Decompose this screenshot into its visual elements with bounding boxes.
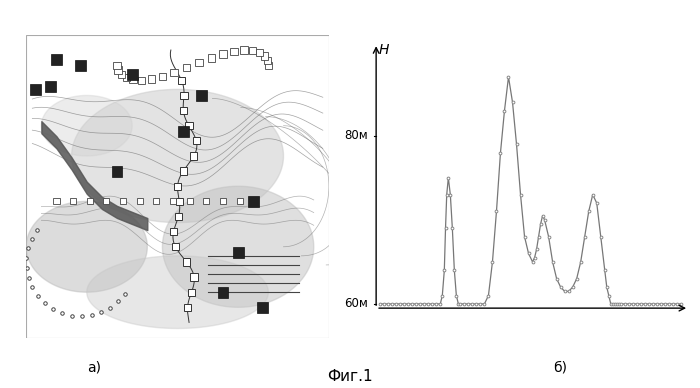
Bar xyxy=(264,57,271,64)
Bar xyxy=(187,198,192,204)
Bar xyxy=(120,198,126,204)
Bar xyxy=(127,69,138,80)
Text: Фиг.1: Фиг.1 xyxy=(327,369,373,384)
Bar xyxy=(190,274,197,281)
Bar xyxy=(53,198,60,204)
Bar xyxy=(30,84,41,95)
Bar xyxy=(138,77,145,84)
Polygon shape xyxy=(87,256,268,329)
Bar xyxy=(113,62,120,69)
Bar xyxy=(208,54,215,62)
Bar xyxy=(114,66,122,74)
Polygon shape xyxy=(41,95,132,156)
Bar xyxy=(248,47,256,54)
Bar xyxy=(193,137,200,144)
Text: 80м: 80м xyxy=(344,129,368,142)
Bar xyxy=(170,228,177,235)
Text: а): а) xyxy=(88,361,102,375)
Bar xyxy=(203,198,209,204)
Bar xyxy=(122,74,130,81)
Bar xyxy=(148,75,155,83)
Text: б): б) xyxy=(553,361,567,375)
Bar xyxy=(87,198,93,204)
Bar xyxy=(195,59,202,66)
Bar xyxy=(257,302,268,313)
Bar xyxy=(237,198,243,204)
Bar xyxy=(176,198,183,205)
Bar xyxy=(180,168,187,175)
Text: Н: Н xyxy=(378,43,388,57)
Bar xyxy=(111,166,122,177)
Polygon shape xyxy=(162,186,314,307)
Bar xyxy=(218,287,228,298)
Bar xyxy=(178,77,185,84)
Text: 60м: 60м xyxy=(344,298,368,310)
Bar xyxy=(220,50,227,58)
Bar xyxy=(170,198,176,204)
Bar xyxy=(186,122,192,129)
Bar xyxy=(230,48,238,55)
Bar xyxy=(240,47,248,54)
Bar xyxy=(260,52,268,59)
Bar xyxy=(172,243,179,250)
Bar xyxy=(159,73,166,80)
Bar xyxy=(184,304,191,311)
Bar xyxy=(51,54,62,64)
Bar xyxy=(76,60,86,71)
Bar xyxy=(265,62,272,69)
Bar xyxy=(136,198,143,204)
Polygon shape xyxy=(71,89,284,223)
Bar xyxy=(256,49,263,56)
Bar xyxy=(175,213,182,220)
Bar xyxy=(130,76,136,83)
Bar xyxy=(183,258,190,265)
Bar xyxy=(181,92,188,99)
Bar xyxy=(153,198,160,204)
Bar xyxy=(248,196,259,207)
Bar xyxy=(70,198,76,204)
Bar xyxy=(171,69,178,76)
Bar xyxy=(180,107,187,114)
Bar xyxy=(232,248,244,258)
Bar xyxy=(220,198,226,204)
Bar xyxy=(190,152,197,159)
Bar xyxy=(118,71,125,78)
Bar xyxy=(104,198,109,204)
Bar xyxy=(174,183,181,190)
Bar xyxy=(183,64,190,71)
Polygon shape xyxy=(26,201,147,292)
Bar xyxy=(196,90,207,101)
Bar xyxy=(178,126,189,137)
Bar xyxy=(188,289,195,296)
Bar xyxy=(45,81,56,92)
